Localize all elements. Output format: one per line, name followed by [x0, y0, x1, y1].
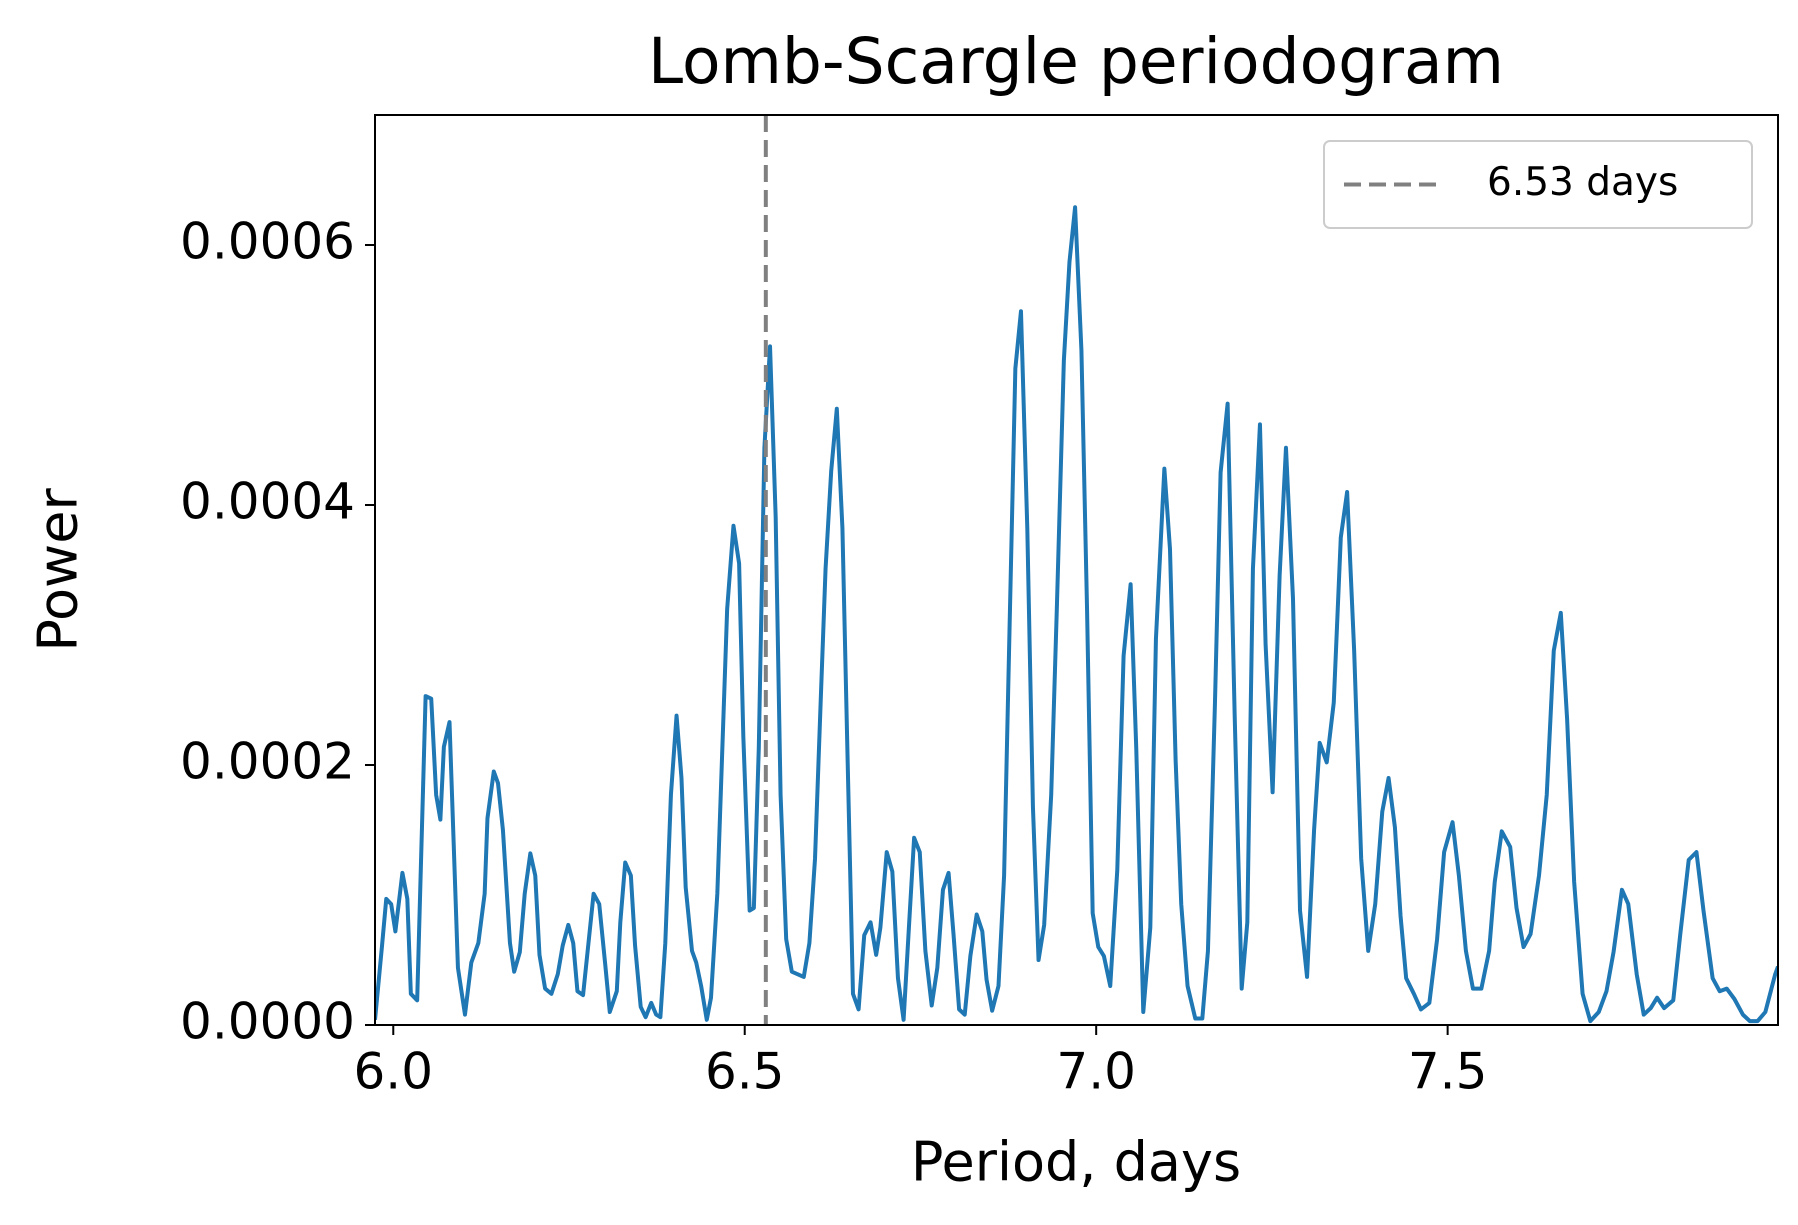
x-tick-label: 6.0 [354, 1043, 434, 1101]
x-tick-label: 7.5 [1408, 1043, 1488, 1101]
y-axis-label: Power [27, 488, 90, 652]
chart-title: Lomb-Scargle periodogram [648, 25, 1504, 98]
legend-label: 6.53 days [1487, 160, 1678, 205]
legend-box [1323, 140, 1753, 229]
plot-frame [374, 114, 1779, 1026]
x-tick-label: 6.5 [705, 1043, 785, 1101]
y-tick-label: 0.0006 [180, 213, 355, 271]
x-axis-label: Period, days [911, 1131, 1241, 1194]
data-line [375, 205, 1778, 1024]
y-tick-label: 0.0000 [180, 993, 355, 1051]
y-tick-label: 0.0002 [180, 733, 355, 791]
y-tick-label: 0.0004 [180, 473, 355, 531]
x-tick-label: 7.0 [1056, 1043, 1136, 1101]
